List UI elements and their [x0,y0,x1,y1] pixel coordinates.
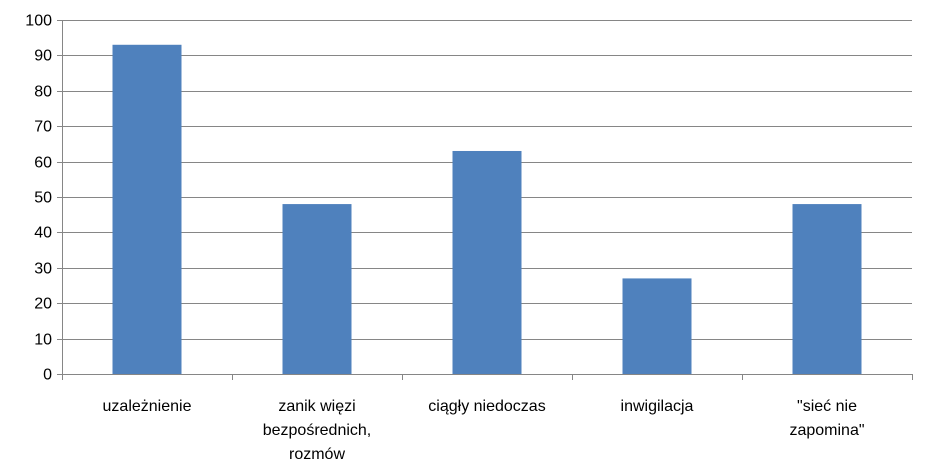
y-tick-label: 60 [34,155,52,172]
y-tick-label: 90 [34,48,52,65]
y-tick-label: 80 [34,84,52,101]
x-tick-label-4: "sieć nie zapomina" [789,398,864,439]
x-tick-label-line: rozmów [289,446,345,463]
x-tick-label-line: ciągły niedoczas [428,398,545,415]
y-tick-label: 20 [34,296,52,313]
x-tick-label-3: inwigilacja [621,398,694,415]
y-tick-label: 0 [43,367,52,384]
x-tick-label-line: inwigilacja [621,398,694,415]
x-tick-label-line: uzależnienie [103,398,192,415]
x-tick-label-line: zanik więzi [278,398,355,415]
y-tick-label: 100 [25,13,52,30]
y-tick-label: 10 [34,332,52,349]
x-tick-label-1: zanik więzi bezpośrednich, rozmów [263,398,372,463]
bar-0 [112,44,182,374]
bar-3 [622,278,692,374]
x-tick-label-2: ciągły niedoczas [428,398,545,415]
bar-2 [452,150,522,374]
x-tick-label-line: "sieć nie [797,398,857,415]
x-tick-label-0: uzależnienie [103,398,192,415]
y-tick-label: 50 [34,190,52,207]
y-axis-tick-labels: 0 10 20 30 40 50 60 70 80 90 100 [25,13,52,384]
x-tick-label-line: zapomina" [789,422,864,439]
bars [112,44,862,374]
y-tick-label: 40 [34,225,52,242]
bar-1 [282,204,352,374]
axes [57,20,913,380]
bar-4 [792,204,862,374]
x-tick-label-line: bezpośrednich, [263,422,372,439]
y-tick-label: 70 [34,119,52,136]
x-axis-tick-labels: uzależnienie zanik więzi bezpośrednich, roz… [103,398,865,463]
y-tick-label: 30 [34,261,52,278]
